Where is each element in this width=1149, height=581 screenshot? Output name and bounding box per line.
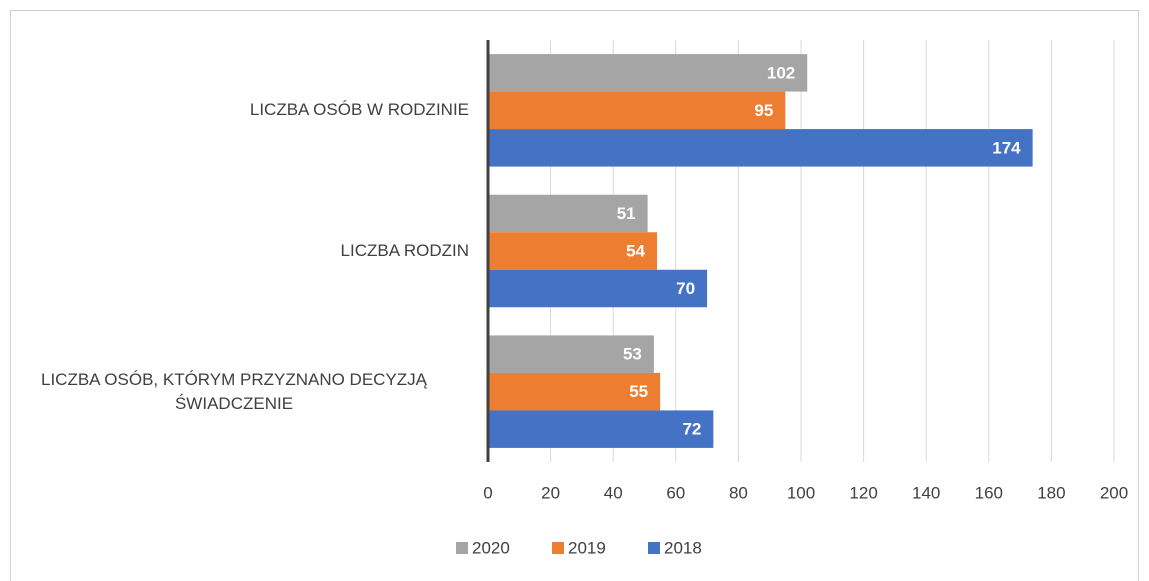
legend-swatch bbox=[456, 542, 468, 554]
x-tick-label: 0 bbox=[483, 483, 492, 502]
data-label: 72 bbox=[682, 420, 701, 439]
x-tick-label: 20 bbox=[541, 483, 560, 502]
bar bbox=[488, 194, 648, 233]
y-tick-label: LICZBA RODZIN bbox=[340, 241, 469, 260]
bar bbox=[488, 232, 658, 270]
bar bbox=[488, 410, 714, 448]
data-label: 54 bbox=[626, 241, 645, 260]
bar bbox=[488, 129, 1033, 167]
x-tick-label: 40 bbox=[604, 483, 623, 502]
bar bbox=[488, 269, 708, 308]
x-tick-label: 60 bbox=[666, 483, 685, 502]
y-tick-label: LICZBA OSÓB, KTÓRYM PRZYZNANO DECYZJĄ ŚW… bbox=[40, 369, 428, 413]
bar bbox=[488, 91, 786, 130]
x-tick-label: 160 bbox=[975, 483, 1003, 502]
chart-frame bbox=[10, 10, 1139, 581]
x-tick-label: 100 bbox=[787, 483, 815, 502]
y-tick-label: LICZBA OSÓB W RODZINIE bbox=[249, 100, 469, 120]
data-label: 174 bbox=[992, 138, 1021, 157]
data-label: 70 bbox=[676, 279, 695, 298]
data-label: 55 bbox=[629, 382, 648, 401]
bar bbox=[488, 372, 661, 411]
data-label: 53 bbox=[623, 345, 642, 364]
data-label: 51 bbox=[617, 204, 636, 223]
bar bbox=[488, 335, 654, 373]
x-tick-label: 180 bbox=[1037, 483, 1065, 502]
category-label-box: LICZBA OSÓB, KTÓRYM PRZYZNANO DECYZJĄ ŚW… bbox=[0, 368, 469, 416]
x-tick-label: 200 bbox=[1100, 483, 1128, 502]
legend-label: 2020 bbox=[472, 538, 510, 557]
legend-label: 2019 bbox=[568, 538, 606, 557]
category-label-box: LICZBA RODZIN bbox=[0, 239, 469, 263]
legend-swatch bbox=[648, 542, 660, 554]
data-label: 95 bbox=[754, 101, 773, 120]
legend-label: 2018 bbox=[664, 538, 702, 557]
legend-swatch bbox=[552, 542, 564, 554]
x-tick-label: 80 bbox=[729, 483, 748, 502]
x-tick-label: 140 bbox=[912, 483, 940, 502]
category-label-box: LICZBA OSÓB W RODZINIE bbox=[0, 98, 469, 122]
data-label: 102 bbox=[767, 63, 795, 82]
x-tick-label: 120 bbox=[849, 483, 877, 502]
bar bbox=[488, 54, 808, 92]
